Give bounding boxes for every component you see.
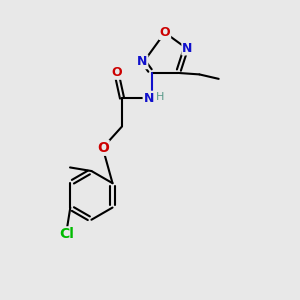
Text: O: O: [97, 141, 109, 155]
Text: N: N: [137, 55, 147, 68]
Text: N: N: [144, 92, 154, 105]
Text: Cl: Cl: [59, 227, 74, 241]
Text: O: O: [160, 26, 170, 39]
Text: O: O: [111, 66, 122, 79]
Text: N: N: [182, 41, 193, 55]
Text: H: H: [156, 92, 164, 102]
